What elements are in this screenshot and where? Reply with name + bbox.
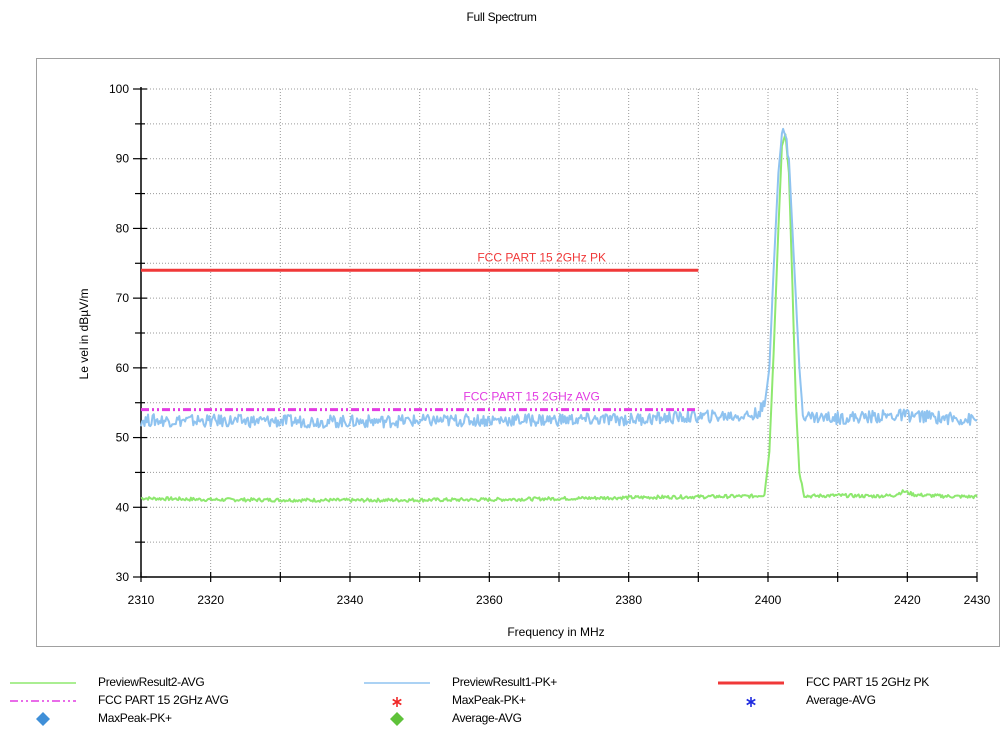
legend-item: FCC PART 15 2GHz AVG xyxy=(8,692,298,710)
y-tick-label: 40 xyxy=(116,500,130,514)
x-tick-label: 2430 xyxy=(964,593,991,607)
legend-swatch xyxy=(10,682,76,684)
asterisk-icon xyxy=(392,697,402,707)
y-tick-label: 50 xyxy=(116,431,130,445)
grid-layer xyxy=(141,88,978,577)
x-tick-label: 2310 xyxy=(128,593,155,607)
x-tick-label: 2400 xyxy=(755,593,782,607)
legend-item: FCC PART 15 2GHz PK xyxy=(716,674,1003,692)
series-line-previewresult2-avg xyxy=(140,133,978,503)
x-tick-label: 2360 xyxy=(476,593,503,607)
x-tick-label: 2380 xyxy=(615,593,642,607)
y-tick-label: 70 xyxy=(116,291,130,305)
legend-label: MaxPeak-PK+ xyxy=(452,693,526,707)
legend-label: FCC PART 15 2GHz PK xyxy=(806,675,930,689)
x-tick-label: 2320 xyxy=(197,593,224,607)
legend-item: PreviewResult1-PK+ xyxy=(362,674,652,692)
legend-swatch xyxy=(746,697,756,707)
legend-item: MaxPeak-PK+ xyxy=(362,692,652,710)
y-axis-title: Le vel in dBµV/m xyxy=(77,289,91,380)
legend-label: MaxPeak-PK+ xyxy=(98,711,172,725)
chart-svg: 30 40 50 60 70 80 90 100 2310 2320 2340 2360 2380 240… xyxy=(77,82,991,639)
legend-item: PreviewResult2-AVG xyxy=(8,674,298,692)
y-tick-label: 100 xyxy=(109,82,129,96)
diamond-icon xyxy=(390,712,404,726)
x-axis-title: Frequency in MHz xyxy=(507,625,604,639)
y-tick-label: 30 xyxy=(116,570,130,584)
legend-swatch xyxy=(364,682,430,684)
asterisk-icon xyxy=(746,697,756,707)
y-tick-label: 80 xyxy=(116,221,130,235)
legend-label: Average-AVG xyxy=(806,693,876,707)
legend-item: MaxPeak-PK+ xyxy=(8,710,298,728)
x-tick-label: 2340 xyxy=(337,593,364,607)
legend-label: FCC PART 15 2GHz AVG xyxy=(98,693,229,707)
legend-swatch xyxy=(392,697,402,707)
asterisk-stroke xyxy=(746,698,756,706)
limit-line-label: FCC PART 15 2GHz PK xyxy=(477,250,606,264)
legend-label: PreviewResult2-AVG xyxy=(98,675,205,689)
plot-frame xyxy=(36,58,1000,647)
asterisk-stroke xyxy=(392,698,402,706)
y-tick-label: 60 xyxy=(116,361,130,375)
series-line-previewresult1-pk- xyxy=(140,127,978,429)
legend-swatch xyxy=(718,681,784,685)
legend-swatch xyxy=(36,712,50,726)
legend-label: Average-AVG xyxy=(452,711,522,725)
series-layer xyxy=(140,127,978,503)
diamond-icon xyxy=(36,712,50,726)
legend-label: PreviewResult1-PK+ xyxy=(452,675,557,689)
label-layer: FCC PART 15 2GHz PK FCC PART 15 2GHz AVG xyxy=(463,250,606,403)
legend-swatch xyxy=(10,700,76,702)
y-tick-label: 90 xyxy=(116,152,130,166)
legend-swatch xyxy=(390,712,404,726)
legend-item: Average-AVG xyxy=(716,692,1003,710)
legend-item: Average-AVG xyxy=(362,710,652,728)
axis-layer: 30 40 50 60 70 80 90 100 2310 2320 2340 2360 2380 240… xyxy=(109,82,991,607)
x-tick-label: 2420 xyxy=(894,593,921,607)
legend: PreviewResult2-AVG PreviewResult1-PK+ FCC … xyxy=(0,674,1003,740)
chart-title: Full Spectrum xyxy=(466,10,537,24)
limit-line-label: FCC PART 15 2GHz AVG xyxy=(463,390,600,404)
